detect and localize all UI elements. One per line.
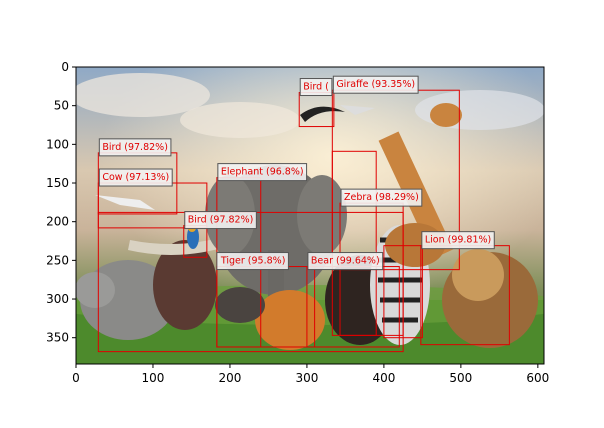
y-tick-label: 0	[61, 60, 69, 74]
detection-label: Bird (97.82%)	[184, 211, 257, 230]
label-text: Tiger (95.8%)	[220, 256, 286, 267]
x-axis: 0 100 200 300 400 500 600	[72, 364, 549, 385]
label-background	[98, 168, 173, 187]
x-tick-label: 200	[218, 371, 241, 385]
label-background	[307, 252, 384, 271]
photo-area	[76, 67, 544, 364]
label-text: Zebra (98.29%)	[344, 192, 419, 203]
detection-labels: Bird (97.82%) Cow (97.13%) Bird (97.82%) El…	[98, 75, 495, 271]
y-tick-label: 300	[46, 292, 69, 306]
label-background	[216, 252, 289, 271]
label-background	[340, 188, 423, 207]
x-tick-label: 100	[142, 371, 165, 385]
label-background	[421, 231, 495, 250]
x-tick-label: 500	[449, 371, 472, 385]
label-background	[217, 163, 308, 182]
detection-box	[383, 245, 423, 339]
x-tick-label: 600	[526, 371, 549, 385]
animal-silhouettes	[76, 103, 538, 350]
y-tick-label: 250	[46, 253, 69, 267]
label-text: Lion (99.81%)	[425, 235, 491, 246]
label-background	[299, 78, 333, 97]
detection-label: Zebra (98.29%)	[340, 188, 423, 207]
y-tick-label: 150	[46, 176, 69, 190]
label-text: Cow (97.13%)	[102, 172, 169, 183]
label-background	[98, 138, 172, 157]
label-text: Bird (97.82%)	[188, 215, 254, 226]
label-text: Bird (	[303, 82, 329, 93]
label-background	[332, 75, 419, 94]
detection-label: Lion (99.81%)	[421, 231, 495, 250]
y-tick-label: 50	[54, 99, 69, 113]
detection-box	[331, 150, 377, 336]
plot-frame	[75, 66, 545, 365]
detection-label: Giraffe (93.35%)	[332, 75, 419, 94]
label-text: Bear (99.64%)	[311, 256, 380, 267]
label-background	[184, 211, 257, 230]
detection-label: Bear (99.64%)	[307, 252, 384, 271]
y-tick-label: 100	[46, 137, 69, 151]
detection-label: Elephant (96.8%)	[217, 163, 308, 182]
label-text: Elephant (96.8%)	[221, 167, 304, 178]
y-axis: 0 50 100 150 200 250 300 350	[46, 60, 76, 345]
x-tick-label: 0	[72, 371, 80, 385]
detection-label: Bird (	[299, 78, 333, 97]
x-tick-label: 300	[295, 371, 318, 385]
detection-label: Bird (97.82%)	[98, 138, 172, 157]
detection-label: Cow (97.13%)	[98, 168, 173, 187]
y-tick-label: 350	[46, 331, 69, 345]
label-text: Giraffe (93.35%)	[336, 79, 415, 90]
y-tick-label: 200	[46, 215, 69, 229]
detection-label: Tiger (95.8%)	[216, 252, 289, 271]
x-tick-label: 400	[372, 371, 395, 385]
label-text: Bird (97.82%)	[102, 142, 168, 153]
